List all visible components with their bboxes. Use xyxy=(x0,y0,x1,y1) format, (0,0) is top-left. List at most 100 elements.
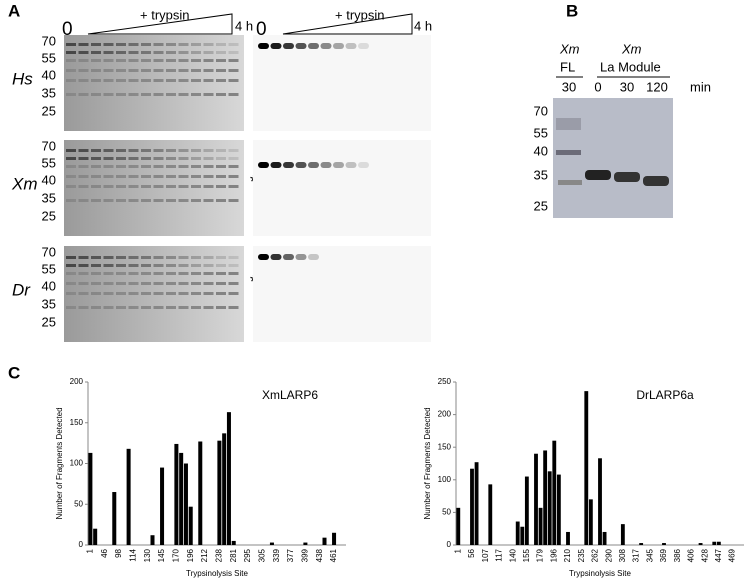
gel-band xyxy=(91,272,101,275)
marker-label: 70 xyxy=(42,138,56,153)
marker-label: 35 xyxy=(42,85,56,100)
x-tick-label: 339 xyxy=(272,548,281,562)
gel-band xyxy=(66,79,76,82)
marker-label: 55 xyxy=(42,50,56,65)
gel-band xyxy=(153,93,164,96)
bar xyxy=(716,541,721,545)
gel-band xyxy=(191,165,201,168)
gel-band xyxy=(78,69,89,72)
gel-band xyxy=(178,292,189,295)
gel-band xyxy=(128,157,139,160)
gel-band xyxy=(166,175,176,178)
gel-band xyxy=(128,292,139,295)
bar xyxy=(524,476,529,545)
gel-band xyxy=(216,43,226,46)
gel-band xyxy=(178,175,189,178)
gel-band xyxy=(141,79,151,82)
x-tick-label: 438 xyxy=(315,548,324,562)
blot-band xyxy=(320,162,332,168)
x-tick-label: 399 xyxy=(300,548,309,562)
blot-band xyxy=(333,162,344,168)
gel-band xyxy=(141,157,151,160)
blot xyxy=(253,35,431,131)
gel-band xyxy=(78,292,89,295)
gel-band xyxy=(116,256,126,259)
blot xyxy=(253,246,431,342)
x-tick-label: 308 xyxy=(618,548,627,562)
gel-band xyxy=(91,256,101,259)
x-tick-label: 140 xyxy=(508,548,517,562)
gel-band xyxy=(91,59,101,62)
bar xyxy=(198,441,203,545)
blot-band xyxy=(308,43,319,49)
gel-band xyxy=(166,59,176,62)
y-tick-label: 250 xyxy=(438,377,452,386)
gel-band xyxy=(91,69,101,72)
x-tick-label: 155 xyxy=(522,548,531,562)
gel-band xyxy=(141,43,151,46)
x-tick-label: 212 xyxy=(200,548,209,562)
time-end: 4 h xyxy=(235,18,253,33)
gel-band xyxy=(228,306,239,309)
bar xyxy=(222,433,227,545)
gel-band xyxy=(178,199,189,202)
gel-band xyxy=(128,69,139,72)
bar xyxy=(217,440,222,545)
bar xyxy=(556,474,561,545)
gel-band xyxy=(78,51,89,54)
gel-band xyxy=(66,292,76,295)
gel-band xyxy=(166,185,176,188)
blot-band xyxy=(283,254,294,260)
blot-band xyxy=(258,254,269,260)
gel-band xyxy=(103,256,114,259)
gel-band xyxy=(66,282,76,285)
blot xyxy=(253,140,431,236)
gel-band xyxy=(203,185,214,188)
blot-band xyxy=(283,162,294,168)
gel-band xyxy=(103,272,114,275)
gel-band xyxy=(191,282,201,285)
gel-band xyxy=(178,93,189,96)
gel-band xyxy=(178,69,189,72)
gel-band xyxy=(141,272,151,275)
gel-band xyxy=(153,264,164,267)
gel-band xyxy=(178,185,189,188)
gel-band xyxy=(91,292,101,295)
bar xyxy=(174,443,179,545)
blot-band xyxy=(258,43,269,49)
gel-band xyxy=(166,256,176,259)
gel-band xyxy=(153,199,164,202)
blot-band xyxy=(295,162,307,168)
y-tick-label: 150 xyxy=(438,442,452,451)
gel-band xyxy=(216,157,226,160)
marker-label: 40 xyxy=(534,143,548,158)
gel-band xyxy=(191,185,201,188)
gel-band xyxy=(116,59,126,62)
gel-band xyxy=(153,185,164,188)
blot-band xyxy=(345,162,357,168)
gel-band xyxy=(203,306,214,309)
gel-band xyxy=(116,292,126,295)
species-label: Dr xyxy=(12,280,31,299)
species-label: Xm xyxy=(11,174,38,193)
gel-band xyxy=(216,51,226,54)
gel-band xyxy=(166,272,176,275)
species-label: Hs xyxy=(12,69,33,88)
gel-band xyxy=(103,59,114,62)
gel-band xyxy=(128,59,139,62)
x-tick-label: 461 xyxy=(329,548,338,562)
x-tick-label: 196 xyxy=(549,548,558,562)
gel-band xyxy=(166,51,176,54)
gel-band xyxy=(103,149,114,152)
bar xyxy=(520,526,525,545)
gel-band xyxy=(178,165,189,168)
bar xyxy=(698,543,703,545)
gel-band xyxy=(78,43,89,46)
gel-band xyxy=(191,59,201,62)
gel-band xyxy=(585,170,611,180)
gel-band xyxy=(216,69,226,72)
gel-band xyxy=(66,199,76,202)
x-tick-label: 447 xyxy=(714,548,723,562)
blot-band xyxy=(258,162,269,168)
lane-label: 30 xyxy=(620,79,634,94)
